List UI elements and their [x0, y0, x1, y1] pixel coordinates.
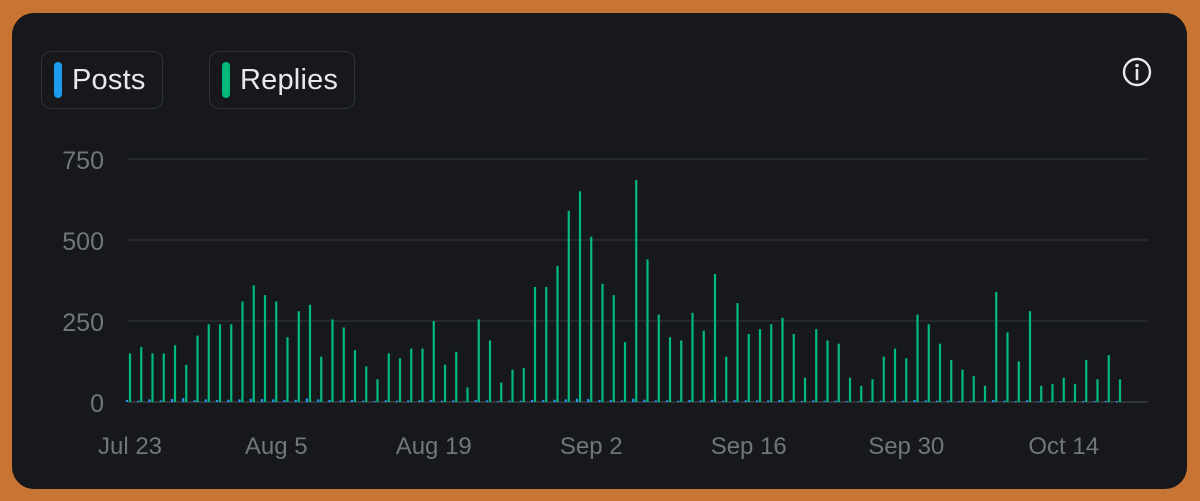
x-tick-label: Sep 30 — [868, 433, 944, 460]
x-tick-label: Aug 19 — [396, 433, 472, 460]
legend-replies-toggle[interactable]: Replies — [209, 51, 356, 109]
y-tick-label: 250 — [62, 309, 104, 337]
x-tick-label: Sep 16 — [711, 433, 787, 460]
legend-replies-label: Replies — [240, 63, 339, 96]
info-circle-icon[interactable] — [1121, 56, 1153, 88]
x-tick-label: Sep 2 — [560, 433, 623, 460]
legend-posts-label: Posts — [72, 63, 146, 96]
legend-posts-toggle[interactable]: Posts — [41, 51, 163, 109]
y-tick-label: 750 — [62, 147, 104, 175]
posts-swatch — [54, 62, 62, 98]
x-tick-label: Aug 5 — [245, 433, 308, 460]
x-tick-label: Jul 23 — [98, 433, 162, 460]
chart-card: Posts Replies 0 250 500 750 Jul 23 Aug 5 Aug 1… — [12, 13, 1187, 489]
y-tick-label: 500 — [62, 228, 104, 256]
y-tick-label: 0 — [90, 390, 104, 418]
x-tick-label: Oct 14 — [1028, 433, 1099, 460]
chart-plot: 0 250 500 750 Jul 23 Aug 5 Aug 19 Sep 2 Sep 16 Se… — [62, 147, 1148, 460]
replies-swatch — [222, 62, 230, 98]
